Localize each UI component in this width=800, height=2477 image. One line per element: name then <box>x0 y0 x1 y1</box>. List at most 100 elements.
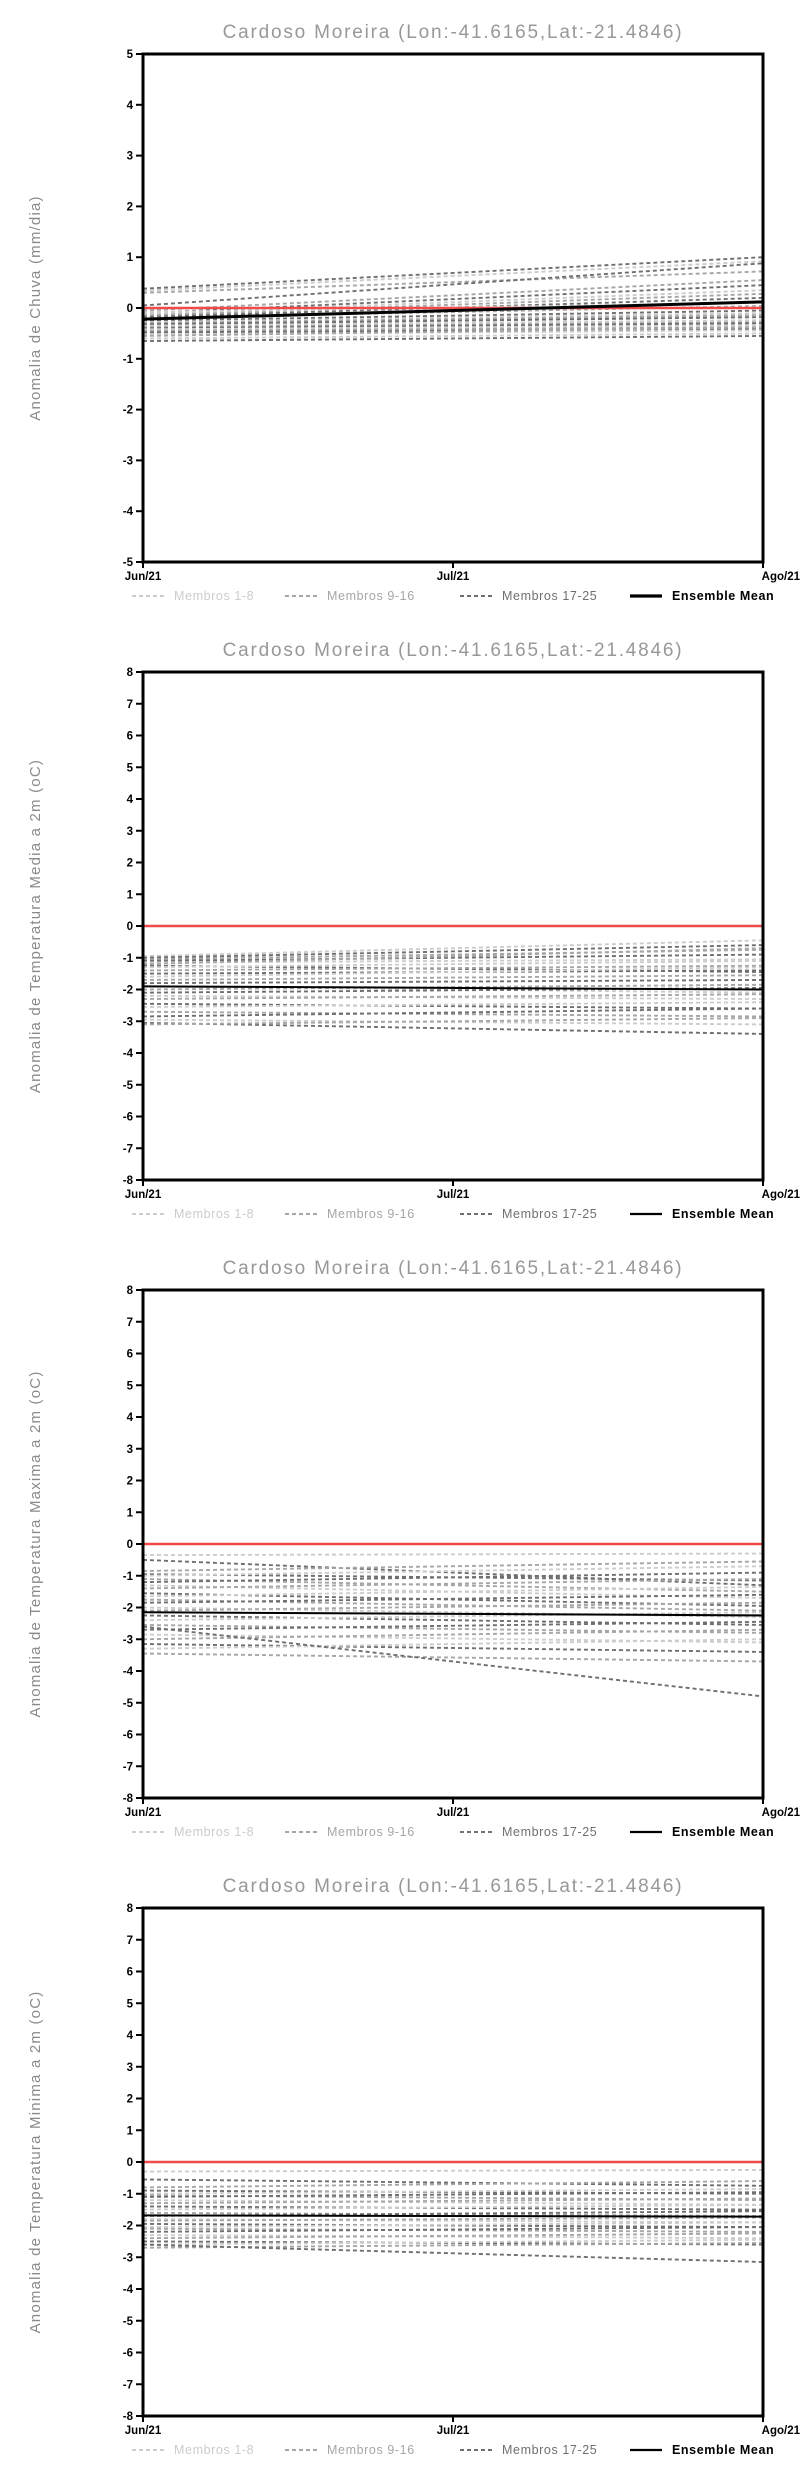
member-line <box>142 292 764 317</box>
x-tick-label: Jun/21 <box>125 571 162 583</box>
member-line <box>142 2216 764 2222</box>
y-tick-label: 8 <box>127 1903 134 1915</box>
legend-label: Membros 1-8 <box>174 1825 254 1839</box>
y-tick-label: -2 <box>123 2221 133 2233</box>
member-line <box>142 1601 764 1612</box>
chart-svg-4: Cardoso Moreira (Lon:-41.6165,Lat:-21.48… <box>27 1876 800 2457</box>
y-tick-label: -3 <box>123 455 133 467</box>
x-tick-label: Ago/21 <box>762 2425 800 2437</box>
member-line <box>142 2238 764 2246</box>
y-tick-label: 3 <box>127 151 133 163</box>
member-line <box>142 2188 764 2195</box>
member-line <box>142 319 764 327</box>
chart-block-2: Cardoso Moreira (Lon:-41.6165,Lat:-21.48… <box>0 618 800 1236</box>
member-line <box>142 993 764 1000</box>
y-tick-label: -5 <box>123 2316 134 2328</box>
member-line <box>142 2242 764 2249</box>
chart-title: Cardoso Moreira (Lon:-41.6165,Lat:-21.48… <box>223 22 684 43</box>
member-line <box>142 1643 764 1653</box>
member-line <box>142 1624 764 1634</box>
ensemble-mean-line <box>142 1611 764 1617</box>
y-tick-label: 1 <box>127 1507 134 1519</box>
member-line <box>142 2199 764 2206</box>
y-tick-label: 4 <box>127 1412 134 1424</box>
y-tick-label: -8 <box>123 1175 134 1187</box>
member-line <box>142 1625 764 1698</box>
member-line <box>142 1010 764 1018</box>
y-tick-label: -7 <box>123 1761 133 1773</box>
member-line <box>142 316 764 326</box>
member-line <box>142 1620 764 1631</box>
member-line <box>142 284 764 315</box>
chart-svg-1: Cardoso Moreira (Lon:-41.6165,Lat:-21.48… <box>27 22 800 603</box>
y-tick-label: -1 <box>123 953 134 965</box>
y-axis-label: Anomalia de Temperatura Media a 2m (oC) <box>27 759 44 1093</box>
legend-label: Membros 1-8 <box>174 1207 254 1221</box>
y-tick-label: 2 <box>127 2094 133 2106</box>
legend-label: Membros 9-16 <box>327 1825 415 1839</box>
y-tick-label: 7 <box>127 1935 133 1947</box>
y-tick-label: -7 <box>123 1143 133 1155</box>
member-line <box>142 966 764 978</box>
legend-label: Membros 17-25 <box>502 1207 597 1221</box>
member-line <box>142 2203 764 2211</box>
y-tick-label: 2 <box>127 858 133 870</box>
legend-label: Membros 1-8 <box>174 2443 254 2457</box>
member-line <box>142 2210 764 2217</box>
y-tick-label: -6 <box>123 1730 133 1742</box>
member-line <box>142 974 764 981</box>
member-line <box>142 326 764 337</box>
member-line <box>142 321 764 329</box>
y-tick-label: 4 <box>127 2030 134 2042</box>
member-line <box>142 948 764 961</box>
y-tick-label: -4 <box>123 1666 134 1678</box>
chart-svg-2: Cardoso Moreira (Lon:-41.6165,Lat:-21.48… <box>27 640 800 1221</box>
y-tick-label: -2 <box>123 405 133 417</box>
x-tick-label: Jul/21 <box>437 571 470 583</box>
legend-label: Ensemble Mean <box>672 2443 774 2457</box>
member-line <box>142 1638 764 1650</box>
member-line <box>142 314 764 325</box>
y-tick-label: -4 <box>123 506 134 518</box>
member-line <box>142 2194 764 2202</box>
chart-svg-3: Cardoso Moreira (Lon:-41.6165,Lat:-21.48… <box>27 1258 800 1839</box>
member-line <box>142 979 764 985</box>
x-tick-label: Jun/21 <box>125 1807 162 1819</box>
member-line <box>142 959 764 969</box>
member-line <box>142 2180 764 2189</box>
y-tick-label: 2 <box>127 1476 133 1488</box>
member-line <box>142 986 764 994</box>
legend-label: Membros 17-25 <box>502 1825 597 1839</box>
member-line <box>142 289 764 316</box>
member-line <box>142 1552 764 1557</box>
member-line <box>142 322 764 330</box>
member-line <box>142 2226 764 2233</box>
member-line <box>142 1560 764 1572</box>
legend-label: Ensemble Mean <box>672 1207 774 1221</box>
member-line <box>142 324 764 331</box>
y-tick-label: 1 <box>127 889 134 901</box>
y-tick-label: 6 <box>127 1967 133 1979</box>
member-line <box>142 2191 764 2198</box>
member-line <box>142 1628 764 1641</box>
y-tick-label: -1 <box>123 2189 134 2201</box>
y-tick-label: 0 <box>127 2157 133 2169</box>
y-tick-label: -5 <box>123 557 134 569</box>
y-tick-label: -6 <box>123 2348 133 2360</box>
member-line <box>142 1017 764 1026</box>
member-line <box>142 944 764 959</box>
y-tick-label: -7 <box>123 2379 133 2391</box>
member-line <box>142 1611 764 1622</box>
y-tick-label: 6 <box>127 731 133 743</box>
y-tick-label: 4 <box>127 794 134 806</box>
member-line <box>142 332 764 340</box>
y-tick-label: -4 <box>123 1048 134 1060</box>
member-line <box>142 1598 764 1612</box>
y-tick-label: 0 <box>127 1539 133 1551</box>
y-tick-label: -1 <box>123 354 134 366</box>
member-line <box>142 1585 764 1598</box>
member-line <box>142 309 764 322</box>
y-tick-label: -3 <box>123 1634 133 1646</box>
legend-label: Membros 17-25 <box>502 2443 597 2457</box>
